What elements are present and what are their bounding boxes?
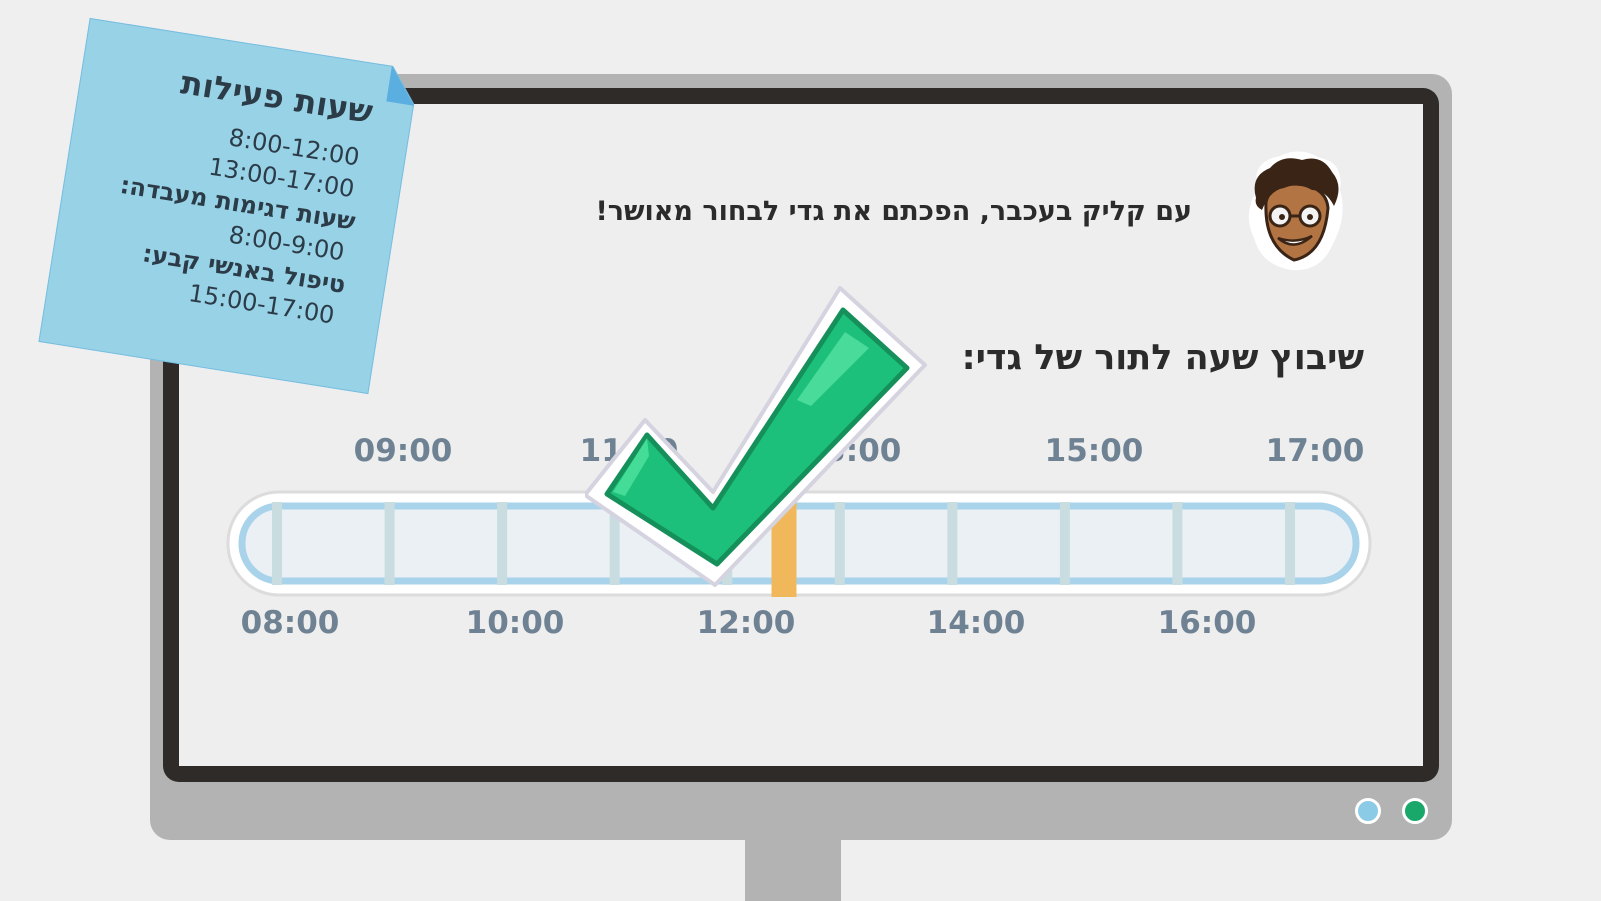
success-message: עם קליק בעכבר, הפכתם את גדי לבחור מאושר! — [595, 196, 1192, 227]
sticky-note: שעות פעילות 8:00-12:00 13:00-17:00 שעות … — [38, 17, 419, 395]
cartoon-avatar-icon — [1248, 151, 1343, 271]
monitor-stand — [745, 830, 841, 901]
hour-tick — [272, 502, 282, 585]
time-label-bottom: 12:00 — [696, 605, 796, 641]
hour-tick — [1059, 502, 1070, 585]
hour-tick — [834, 502, 845, 585]
hour-tick — [609, 502, 620, 585]
time-label-bottom: 10:00 — [465, 605, 565, 641]
time-label-top: 09:00 — [353, 433, 453, 469]
status-light-green — [1402, 798, 1428, 824]
green-checkmark-icon — [585, 286, 927, 587]
status-light-blue — [1355, 798, 1381, 824]
hour-tick — [1172, 502, 1183, 585]
hour-tick — [947, 502, 958, 585]
time-label-top: 15:00 — [1044, 433, 1144, 469]
time-label-bottom: 16:00 — [1157, 605, 1257, 641]
hour-tick — [497, 502, 508, 585]
hour-tick — [384, 502, 395, 585]
slot-heading: שיבוץ שעה לתור של גדי: — [961, 338, 1364, 378]
time-label-bottom: 08:00 — [240, 605, 340, 641]
time-label-top: 17:00 — [1265, 433, 1365, 469]
hour-tick — [1285, 502, 1295, 585]
time-label-bottom: 14:00 — [926, 605, 1026, 641]
